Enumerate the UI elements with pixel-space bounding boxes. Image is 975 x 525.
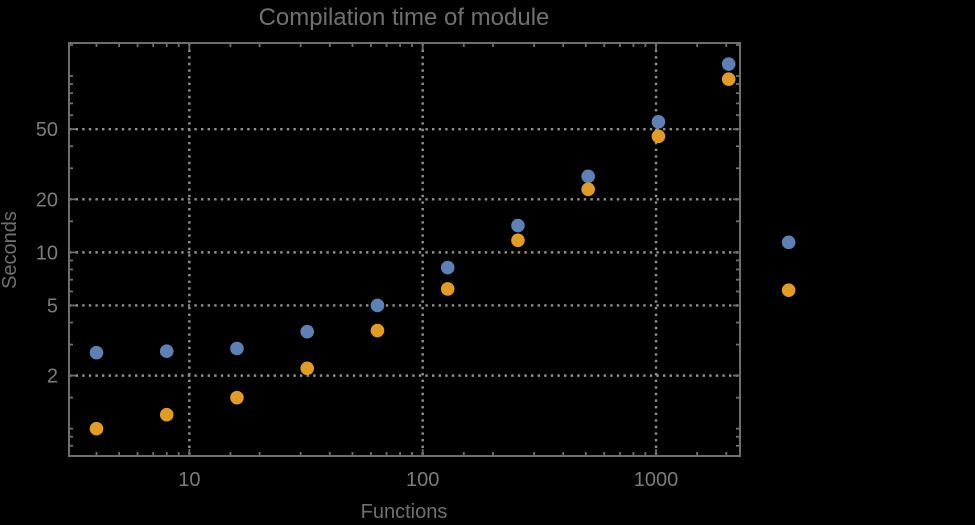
blue-data-point <box>230 341 244 356</box>
y-tick-label: 5 <box>47 295 58 317</box>
blue-data-point <box>159 344 174 359</box>
orange-data-point <box>781 283 796 298</box>
orange-data-point <box>159 407 174 422</box>
orange-data-point <box>511 233 525 248</box>
blue-data-point <box>781 235 796 250</box>
orange-data-point <box>300 361 315 376</box>
tick-labels: 10 100 1000 2 5 10 20 50 <box>36 119 679 491</box>
orange-data-point <box>89 421 104 436</box>
blue-data-point <box>89 345 104 360</box>
blue-data-point <box>721 57 736 71</box>
blue-data-point <box>651 115 666 129</box>
axis-ticks <box>69 43 740 456</box>
gridlines <box>69 43 740 456</box>
blue-data-point <box>440 260 455 275</box>
y-tick-label: 50 <box>36 119 58 141</box>
orange-data-point <box>651 129 666 144</box>
y-axis-label: Seconds <box>0 211 21 289</box>
data-points <box>89 57 796 436</box>
orange-data-point <box>440 282 455 296</box>
y-tick-label: 2 <box>47 366 58 388</box>
orange-data-point <box>721 72 736 86</box>
blue-data-point <box>300 324 315 339</box>
plot-frame <box>68 42 741 457</box>
orange-data-point <box>581 182 595 197</box>
y-tick-label: 20 <box>36 189 58 211</box>
blue-data-point <box>581 169 595 184</box>
x-tick-label: 100 <box>406 469 439 491</box>
orange-data-point <box>230 390 244 405</box>
blue-data-point <box>370 298 385 313</box>
y-tick-label: 10 <box>36 242 58 264</box>
x-axis-label: Functions <box>361 501 448 523</box>
x-tick-label: 1000 <box>634 469 679 491</box>
chart-title: Compilation time of module <box>259 4 550 31</box>
blue-data-point <box>511 218 525 233</box>
orange-data-point <box>370 323 385 338</box>
x-tick-label: 10 <box>178 469 200 491</box>
